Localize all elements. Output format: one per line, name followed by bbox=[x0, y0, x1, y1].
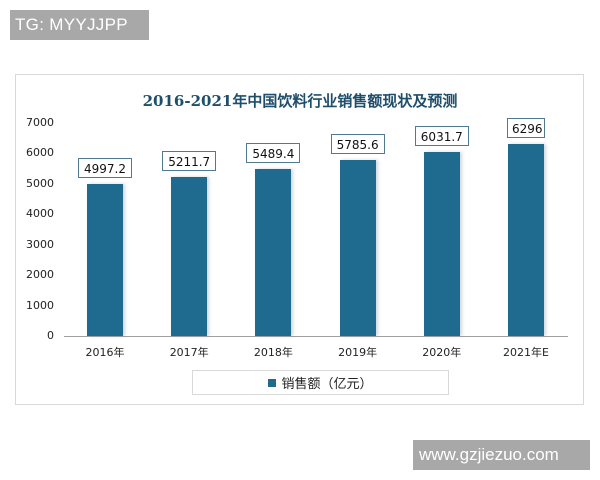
y-tick-label: 5000 bbox=[26, 176, 54, 190]
data-label: 6031.7 bbox=[414, 126, 469, 147]
x-tick-label: 2018年 bbox=[253, 346, 293, 359]
data-label: 5785.6 bbox=[330, 133, 385, 154]
watermark-top-left: TG: MYYJJPP bbox=[10, 10, 149, 40]
y-tick-label: 3000 bbox=[26, 237, 54, 251]
data-label: 5489.4 bbox=[246, 142, 301, 163]
bar bbox=[339, 159, 376, 336]
y-tick-label: 7000 bbox=[26, 116, 54, 129]
legend: 销售额（亿元） bbox=[192, 370, 449, 395]
bar bbox=[255, 168, 292, 336]
chart-frame bbox=[15, 74, 584, 405]
y-tick-label: 1000 bbox=[26, 298, 54, 312]
x-tick-label: 2021年E bbox=[503, 346, 549, 359]
y-tick-label: 4000 bbox=[26, 207, 54, 221]
x-tick-label: 2020年 bbox=[422, 346, 462, 359]
watermark-bottom-right: www.gzjiezuo.com bbox=[413, 440, 590, 470]
x-tick-label: 2019年 bbox=[338, 346, 378, 359]
legend-label: 销售额（亿元） bbox=[281, 377, 373, 392]
bar bbox=[87, 183, 123, 336]
x-tick-label: 2017年 bbox=[169, 346, 209, 359]
chart-title: 2016-2021年中国饮料行业销售额现状及预测 bbox=[142, 92, 458, 110]
bar bbox=[508, 144, 544, 336]
legend-swatch bbox=[268, 378, 277, 387]
bar bbox=[171, 177, 208, 336]
x-axis-line bbox=[64, 336, 568, 337]
bar bbox=[423, 152, 460, 336]
y-tick-label: 0 bbox=[47, 329, 54, 342]
data-label: 4997.2 bbox=[78, 157, 132, 178]
data-label: 5211.7 bbox=[162, 151, 217, 172]
y-tick-label: 2000 bbox=[26, 268, 54, 282]
y-tick-label: 6000 bbox=[26, 146, 54, 160]
data-label: 6296 bbox=[507, 118, 545, 139]
x-tick-label: 2016年 bbox=[85, 346, 125, 359]
